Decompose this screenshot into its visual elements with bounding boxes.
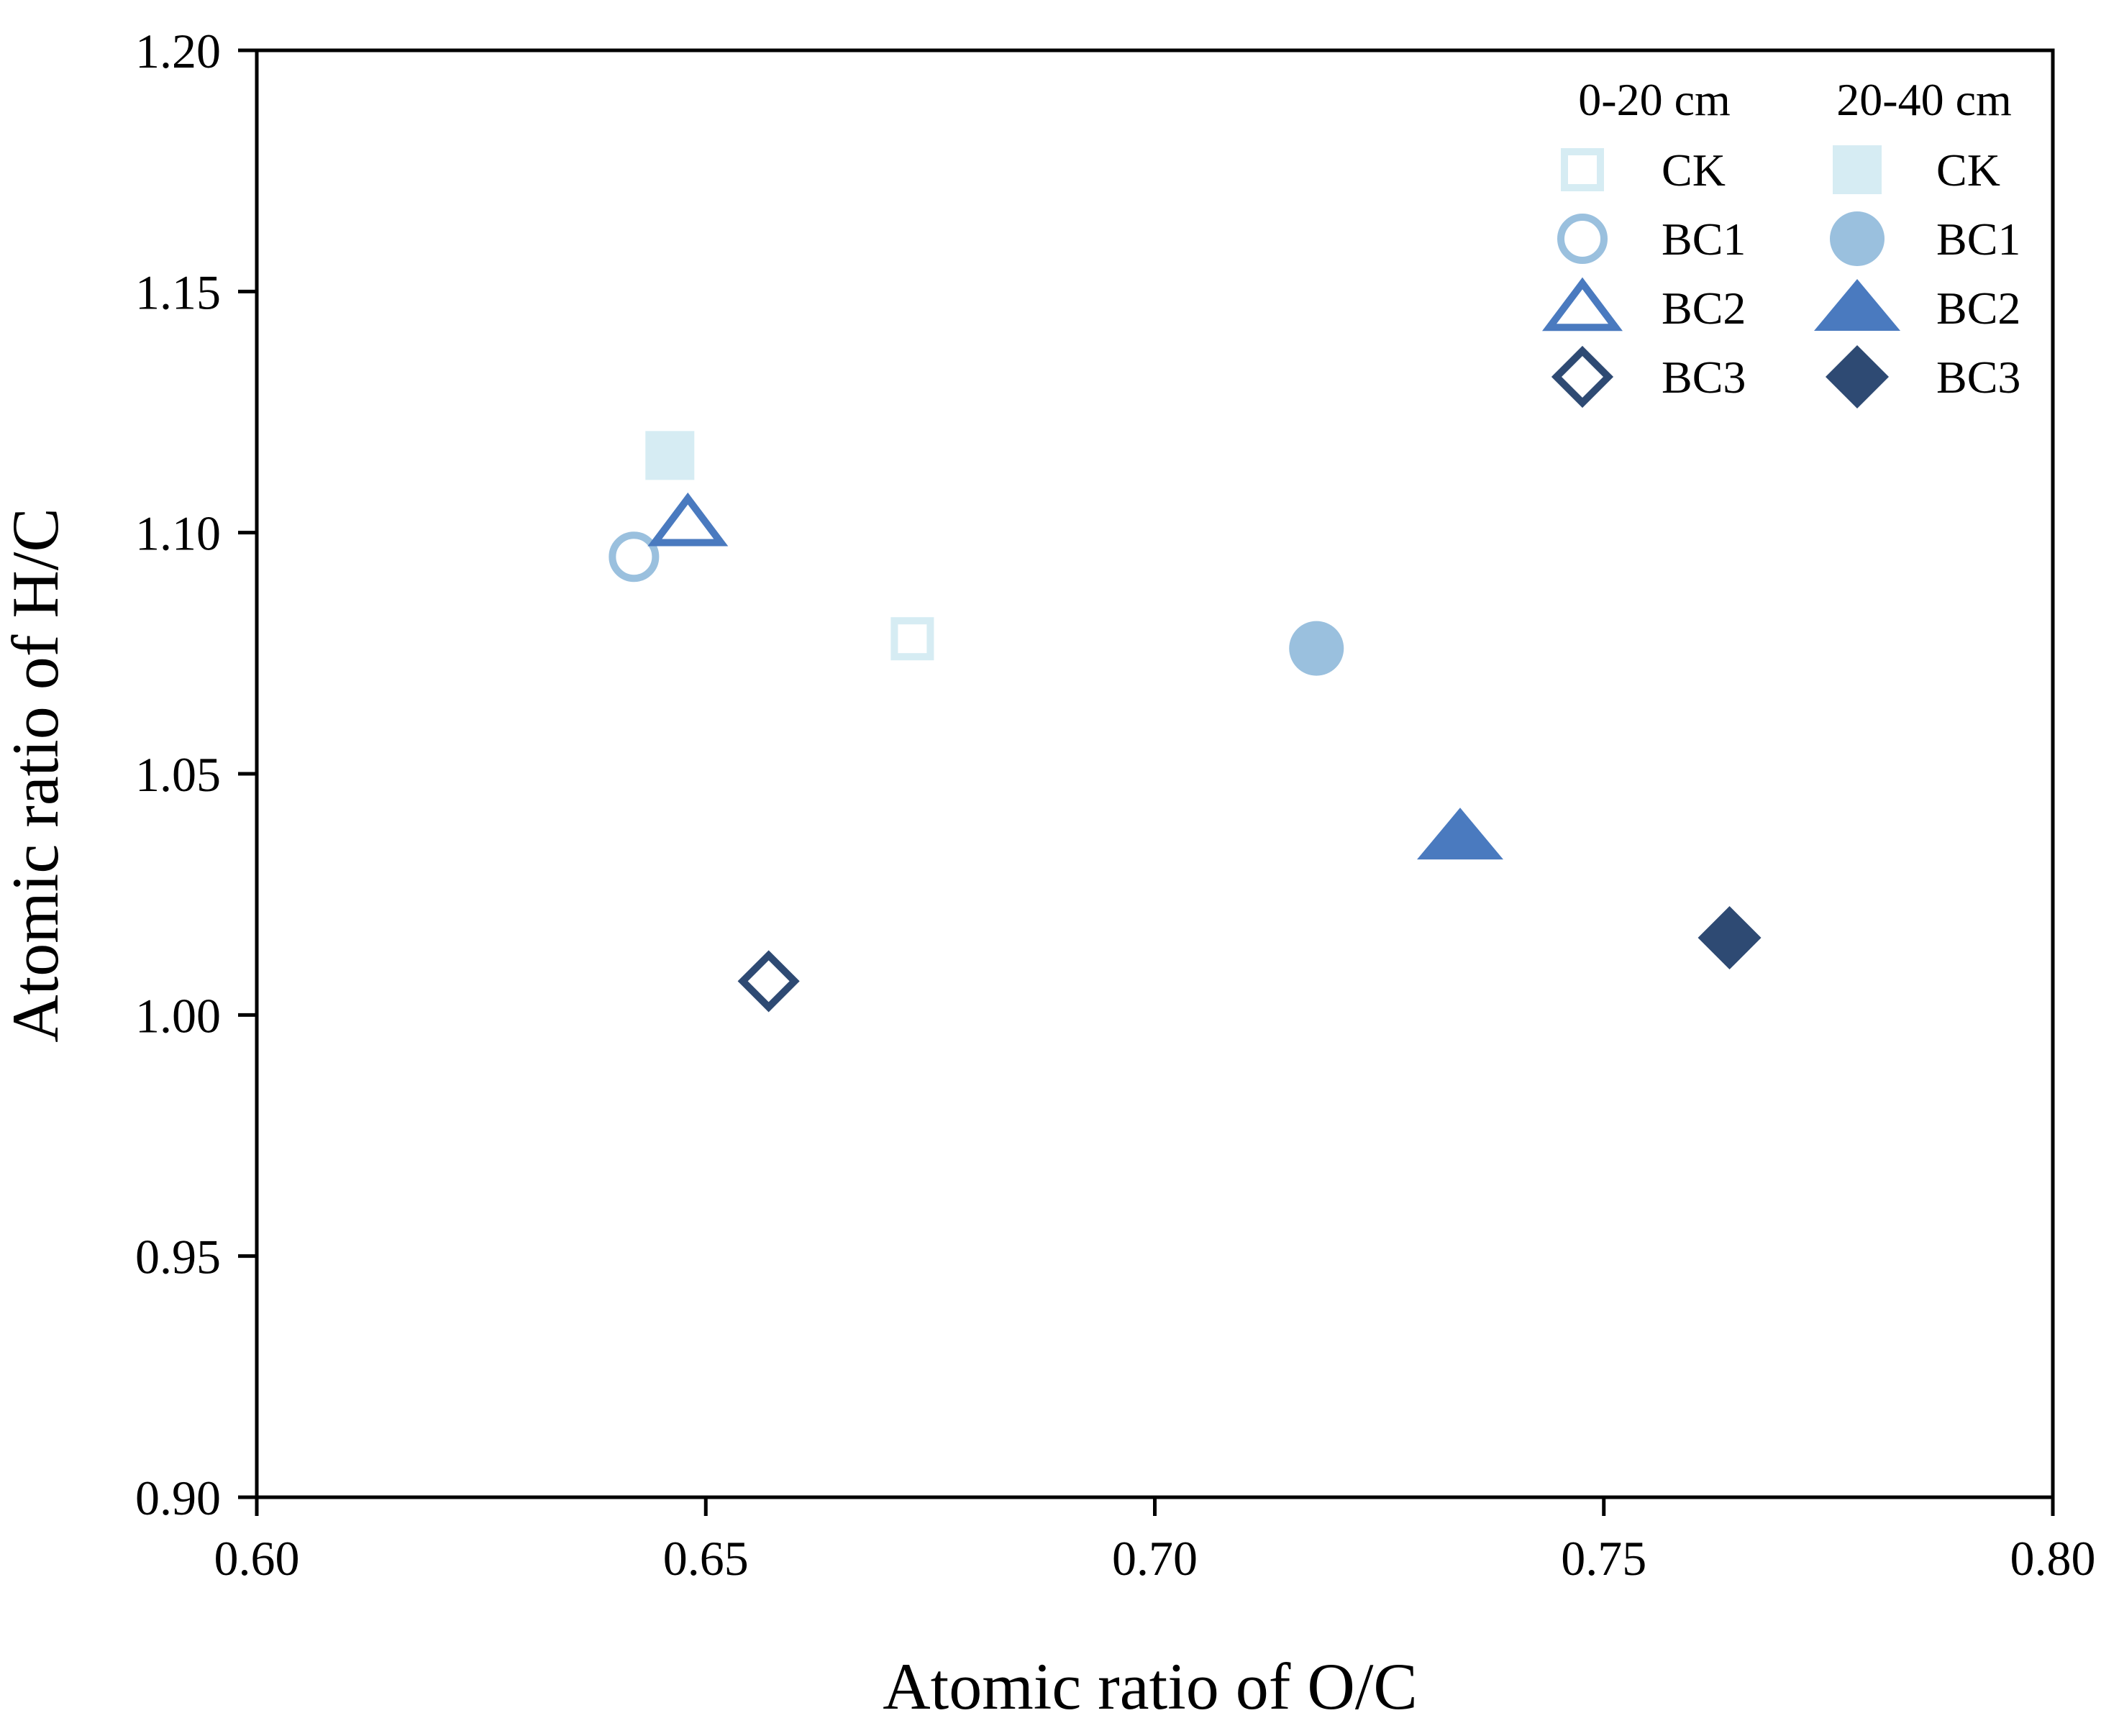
y-axis-title: Atomic ratio of H/C <box>0 508 72 1043</box>
data-points <box>609 431 1762 1013</box>
legend-marker-bc1 <box>1557 214 1608 264</box>
x-tick-label: 0.75 <box>1561 1531 1646 1586</box>
legend-label: BC3 <box>1662 352 1746 403</box>
legend-label: BC1 <box>1936 214 2020 265</box>
point-bc2-open <box>647 492 729 547</box>
legend-label: BC1 <box>1662 214 1746 265</box>
legend-marker-bc3 <box>1551 345 1614 408</box>
legend-marker-ck <box>1833 145 1882 194</box>
y-tick-label: 1.10 <box>135 506 221 561</box>
legend-group-title: 0-20 cm <box>1578 74 1731 125</box>
point-bc1-open <box>609 531 660 583</box>
legend-marker-bc2 <box>1541 277 1623 332</box>
legend-marker-bc1 <box>1830 211 1885 266</box>
legend: 0-20 cm CK BC1 BC2 BC3 20-40 cm CK BC1 BC2 BC3 <box>1541 74 2020 408</box>
point-bc2-filled <box>1416 808 1503 860</box>
ticks: 0.60 0.65 0.70 0.75 0.80 0.90 0.95 1.00 1.05 1.10… <box>135 24 2096 1586</box>
legend-group-title: 20-40 cm <box>1836 74 2012 125</box>
legend-marker-bc2 <box>1814 279 1900 331</box>
x-tick-label: 0.60 <box>214 1531 300 1586</box>
legend-marker-ck <box>1561 148 1604 191</box>
y-tick-label: 0.95 <box>135 1230 221 1284</box>
y-tick-label: 1.15 <box>135 265 221 319</box>
legend-label: CK <box>1662 145 1726 196</box>
x-tick-label: 0.70 <box>1112 1531 1198 1586</box>
y-tick-label: 1.05 <box>135 747 221 802</box>
legend-label: BC2 <box>1936 283 2020 334</box>
legend-marker-bc3 <box>1826 345 1889 408</box>
point-bc3-filled <box>1698 906 1762 970</box>
x-tick-label: 0.80 <box>2010 1531 2096 1586</box>
y-tick-label: 1.20 <box>135 24 221 78</box>
x-axis-title: Atomic ratio of O/C <box>883 1650 1418 1723</box>
y-tick-label: 0.90 <box>135 1471 221 1525</box>
legend-label: CK <box>1936 145 2000 196</box>
legend-label: BC2 <box>1662 283 1746 334</box>
axes <box>255 48 2055 1499</box>
point-bc1-filled <box>1289 621 1344 676</box>
point-ck-filled <box>645 431 695 480</box>
x-tick-label: 0.65 <box>663 1531 749 1586</box>
point-bc3-open <box>737 950 800 1013</box>
y-tick-label: 1.00 <box>135 988 221 1043</box>
plot-frame <box>255 48 2055 1499</box>
legend-label: BC3 <box>1936 352 2020 403</box>
point-ck-open <box>890 617 934 661</box>
